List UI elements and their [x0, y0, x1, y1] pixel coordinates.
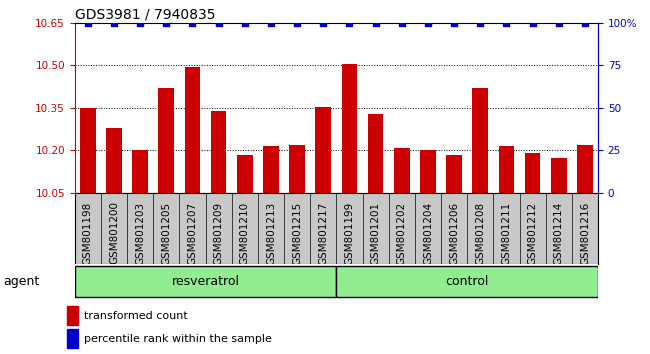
Bar: [133, 150, 148, 193]
Text: GDS3981 / 7940835: GDS3981 / 7940835: [75, 8, 215, 22]
Point: [240, 20, 250, 26]
Point: [161, 20, 172, 26]
Text: GSM801205: GSM801205: [161, 201, 172, 264]
Point: [449, 20, 460, 26]
Point: [83, 20, 93, 26]
Text: transformed count: transformed count: [84, 310, 187, 321]
Text: GSM801212: GSM801212: [528, 201, 538, 265]
Text: control: control: [445, 275, 489, 288]
Text: GSM801199: GSM801199: [344, 201, 354, 265]
Text: GSM801201: GSM801201: [370, 201, 381, 264]
Point: [527, 20, 538, 26]
Point: [370, 20, 381, 26]
Bar: [473, 88, 488, 193]
Bar: [420, 150, 436, 193]
Point: [109, 20, 119, 26]
Text: GSM801206: GSM801206: [449, 201, 459, 264]
Text: GSM801210: GSM801210: [240, 201, 250, 264]
Bar: [263, 146, 279, 193]
Text: agent: agent: [3, 275, 40, 288]
Text: GSM801215: GSM801215: [292, 201, 302, 265]
Point: [554, 20, 564, 26]
Bar: [525, 153, 540, 193]
Point: [187, 20, 198, 26]
Point: [135, 20, 146, 26]
Bar: [551, 158, 567, 193]
Text: GSM801200: GSM801200: [109, 201, 119, 264]
Text: GSM801198: GSM801198: [83, 201, 93, 265]
Bar: [237, 155, 253, 193]
Bar: [80, 108, 96, 193]
Text: GSM801211: GSM801211: [501, 201, 512, 265]
Point: [475, 20, 486, 26]
Bar: [337, 266, 598, 297]
Point: [344, 20, 355, 26]
Bar: [67, 306, 79, 325]
Bar: [394, 148, 410, 193]
Text: percentile rank within the sample: percentile rank within the sample: [84, 334, 272, 344]
Bar: [185, 67, 200, 193]
Text: GSM801216: GSM801216: [580, 201, 590, 265]
Bar: [368, 114, 384, 193]
Text: GSM801213: GSM801213: [266, 201, 276, 265]
Text: GSM801202: GSM801202: [396, 201, 407, 264]
Point: [501, 20, 512, 26]
Bar: [75, 266, 337, 297]
Point: [213, 20, 224, 26]
Bar: [342, 64, 358, 193]
Bar: [211, 111, 226, 193]
Bar: [499, 146, 514, 193]
Text: GSM801209: GSM801209: [214, 201, 224, 264]
Text: GSM801207: GSM801207: [187, 201, 198, 264]
Bar: [106, 128, 122, 193]
Point: [292, 20, 302, 26]
Text: GSM801214: GSM801214: [554, 201, 564, 265]
Point: [422, 20, 433, 26]
Point: [396, 20, 407, 26]
Bar: [159, 88, 174, 193]
Bar: [577, 145, 593, 193]
Bar: [289, 145, 305, 193]
Text: GSM801217: GSM801217: [318, 201, 328, 265]
Bar: [315, 107, 331, 193]
Text: resveratrol: resveratrol: [172, 275, 240, 288]
Point: [580, 20, 590, 26]
Point: [266, 20, 276, 26]
Text: GSM801203: GSM801203: [135, 201, 145, 264]
Bar: [447, 155, 462, 193]
Bar: [67, 330, 79, 348]
Text: GSM801204: GSM801204: [423, 201, 433, 264]
Text: GSM801208: GSM801208: [475, 201, 486, 264]
Point: [318, 20, 328, 26]
